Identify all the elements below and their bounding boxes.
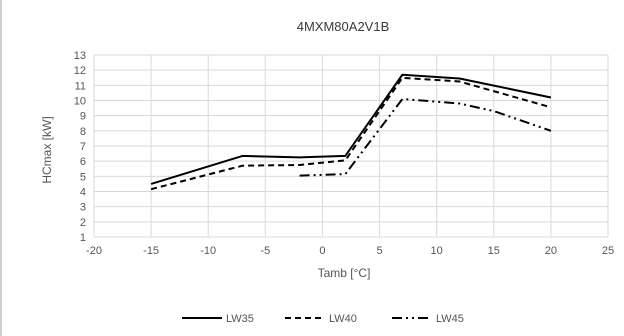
y-tick-label: 11	[75, 80, 86, 92]
series-line-lw45	[299, 98, 552, 177]
x-tick-label: -15	[143, 245, 159, 257]
x-axis-label: Tamb [°C]	[318, 266, 371, 280]
x-tick-labels: -20 -15 -10 -5 0 5 10 15 20 25	[86, 245, 614, 257]
y-tick-label: 13	[74, 50, 86, 62]
legend-label-lw40: LW40	[329, 313, 357, 325]
series-line-lw40	[150, 76, 552, 191]
legend: LW35 LW40 LW45	[182, 313, 464, 325]
legend-label-lw45: LW45	[436, 313, 464, 325]
chart-title: 4MXM80A2V1B	[297, 19, 390, 34]
series-lines	[150, 73, 552, 191]
x-tick-label: -20	[86, 245, 102, 257]
y-axis-label: HCmax [kW]	[40, 116, 54, 183]
y-tick-label: 5	[80, 171, 86, 183]
x-tick-label: 0	[319, 245, 325, 257]
series-line-lw35	[150, 73, 552, 185]
x-tick-label: -10	[200, 245, 216, 257]
y-tick-label: 10	[74, 96, 86, 108]
x-tick-label: 10	[431, 245, 443, 257]
x-tick-label: 15	[488, 245, 500, 257]
y-tick-label: 3	[80, 202, 86, 214]
y-tick-label: 6	[80, 156, 86, 168]
legend-label-lw35: LW35	[226, 313, 254, 325]
y-tick-label: 7	[80, 141, 86, 153]
y-tick-label: 9	[80, 111, 86, 123]
y-tick-label: 1	[80, 232, 86, 244]
x-tick-label: 5	[376, 245, 382, 257]
y-tick-label: 12	[74, 65, 86, 77]
y-tick-label: 2	[80, 217, 86, 229]
y-tick-label: 4	[80, 187, 86, 199]
x-tick-label: 25	[602, 245, 614, 257]
y-tick-label: 8	[80, 126, 86, 138]
x-tick-label: 20	[545, 245, 557, 257]
gridlines	[93, 54, 609, 238]
x-tick-label: -5	[260, 245, 270, 257]
